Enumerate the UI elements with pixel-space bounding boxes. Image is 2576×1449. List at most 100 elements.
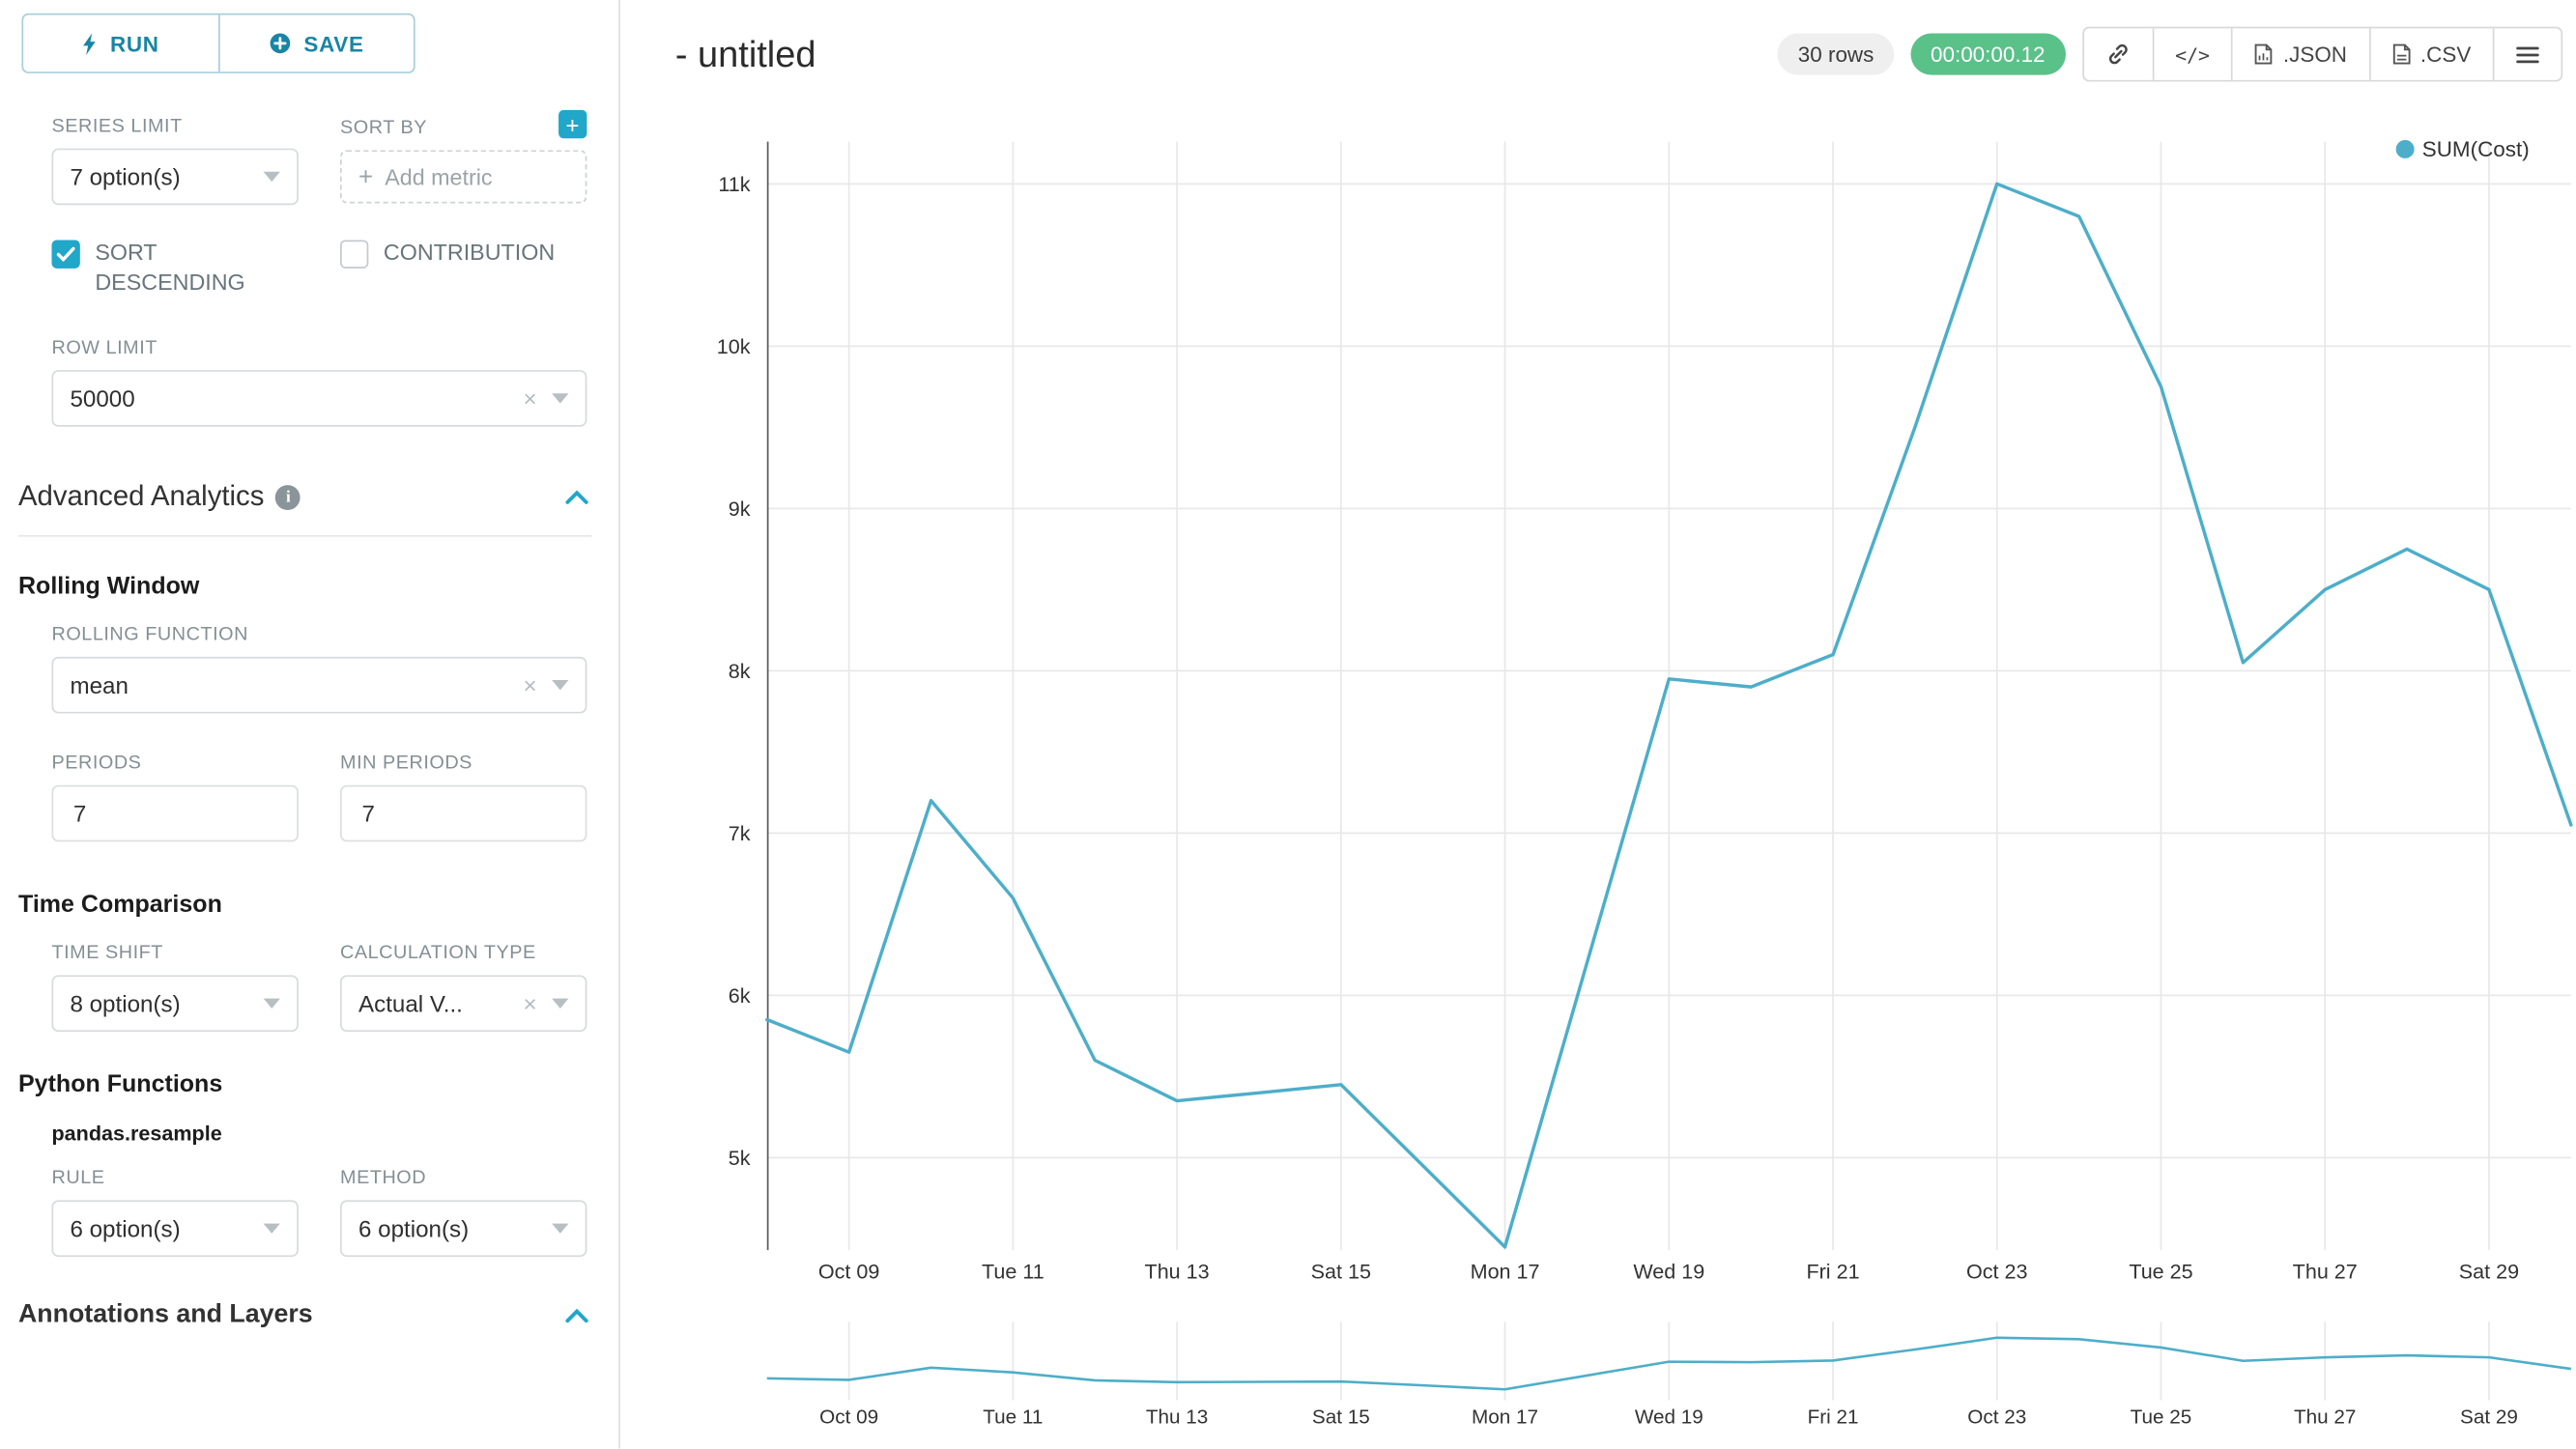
svg-text:Thu 13: Thu 13 [1146, 1406, 1208, 1429]
advanced-analytics-header[interactable]: Advanced Analytics i [17, 481, 592, 538]
sort-descending-checkbox[interactable]: SORT DESCENDING [51, 239, 298, 299]
svg-text:Mon 17: Mon 17 [1471, 1260, 1540, 1284]
periods-label: PERIODS [51, 753, 142, 775]
save-button[interactable]: SAVE [217, 14, 414, 72]
svg-text:Oct 23: Oct 23 [1966, 1260, 2027, 1284]
rule-value: 6 option(s) [70, 1215, 181, 1243]
svg-text:Sat 29: Sat 29 [2459, 1260, 2519, 1284]
svg-text:Sat 15: Sat 15 [1311, 1260, 1371, 1284]
clear-icon[interactable]: × [523, 385, 537, 412]
row-count-badge: 30 rows [1778, 33, 1895, 75]
chevron-down-icon [552, 1224, 569, 1235]
row-limit-value: 50000 [70, 385, 135, 412]
rule-select[interactable]: 6 option(s) [51, 1201, 299, 1258]
svg-text:Tue 25: Tue 25 [2129, 1260, 2192, 1284]
svg-text:Tue 11: Tue 11 [982, 1260, 1045, 1284]
calculation-type-value: Actual V... [358, 990, 463, 1018]
min-periods-input[interactable] [340, 785, 587, 843]
add-metric-dropzone[interactable]: + Add metric [340, 150, 587, 204]
python-functions-title: Python Functions [17, 1072, 223, 1099]
checkbox-checked-icon [51, 240, 80, 269]
chevron-down-icon [263, 171, 280, 183]
method-select[interactable]: 6 option(s) [340, 1201, 587, 1258]
chevron-down-icon [552, 393, 569, 405]
min-periods-label: MIN PERIODS [340, 753, 472, 775]
legend-dot [2395, 139, 2415, 158]
svg-text:Thu 13: Thu 13 [1145, 1260, 1210, 1284]
row-limit-select[interactable]: 50000 × [51, 370, 587, 428]
embed-code-button[interactable]: </> [2151, 28, 2231, 80]
lightning-icon [83, 32, 96, 55]
rolling-function-value: mean [70, 672, 129, 699]
info-icon: i [275, 485, 301, 510]
contribution-label: CONTRIBUTION [383, 240, 556, 266]
export-json-label: .JSON [2282, 42, 2348, 68]
method-label: METHOD [340, 1169, 427, 1190]
plus-icon: + [358, 162, 374, 191]
svg-text:Fri 21: Fri 21 [1806, 1260, 1859, 1284]
annotations-layers-header[interactable]: Annotations and Layers [18, 1301, 592, 1331]
series-limit-label: SERIES LIMIT [51, 116, 183, 137]
sort-by-label: SORT BY [340, 117, 428, 138]
legend-item-sum-cost[interactable]: SUM(Cost) [2395, 136, 2530, 161]
chart-header: - untitled 30 rows 00:00:00.12 </> [620, 0, 2576, 82]
chevron-down-icon [263, 1224, 280, 1235]
svg-text:Fri 21: Fri 21 [1808, 1406, 1859, 1429]
svg-text:Thu 27: Thu 27 [2294, 1406, 2356, 1429]
csv-file-icon [2392, 43, 2410, 65]
time-shift-select[interactable]: 8 option(s) [51, 976, 299, 1033]
export-json-button[interactable]: .JSON [2231, 28, 2368, 80]
link-icon [2108, 43, 2127, 65]
pandas-resample-label: pandas.resample [51, 1122, 222, 1147]
svg-text:Wed 19: Wed 19 [1633, 1260, 1704, 1284]
periods-input[interactable] [51, 785, 299, 843]
export-csv-label: .CSV [2419, 42, 2472, 68]
svg-text:Oct 09: Oct 09 [819, 1406, 878, 1429]
legend-label: SUM(Cost) [2421, 136, 2530, 162]
calculation-type-label: CALCULATION TYPE [340, 944, 536, 965]
time-shift-label: TIME SHIFT [51, 944, 163, 965]
svg-text:Sat 15: Sat 15 [1312, 1406, 1370, 1429]
rolling-function-label: ROLLING FUNCTION [51, 625, 248, 646]
svg-text:6k: 6k [729, 983, 751, 1008]
time-series-line-chart: 5k 6k 7k 8k 9k 10k 11k Oct 09 Oct 09 Tue 11 Tue 11… [717, 141, 2573, 1429]
chevron-down-icon [552, 680, 569, 692]
svg-text:Thu 27: Thu 27 [2293, 1260, 2358, 1284]
json-file-icon [2255, 43, 2273, 65]
method-value: 6 option(s) [358, 1215, 470, 1243]
export-csv-button[interactable]: .CSV [2368, 28, 2492, 80]
clear-icon[interactable]: × [523, 672, 537, 699]
run-save-group: RUN SAVE [21, 13, 415, 73]
svg-text:Sat 29: Sat 29 [2460, 1406, 2518, 1429]
contribution-checkbox[interactable]: CONTRIBUTION [340, 239, 587, 269]
rolling-window-title: Rolling Window [17, 574, 200, 601]
hamburger-icon [2516, 45, 2539, 63]
svg-text:9k: 9k [729, 497, 751, 521]
svg-text:8k: 8k [729, 659, 751, 683]
rule-label: RULE [51, 1169, 105, 1190]
save-button-label: SAVE [303, 30, 364, 56]
menu-button[interactable] [2492, 28, 2562, 80]
plus-circle-icon [270, 33, 291, 54]
run-button-label: RUN [109, 30, 159, 56]
code-icon: </> [2175, 43, 2211, 67]
add-sort-button[interactable]: + [558, 109, 587, 139]
time-shift-value: 8 option(s) [70, 990, 181, 1018]
rolling-function-select[interactable]: mean × [51, 657, 587, 715]
svg-text:Oct 23: Oct 23 [1967, 1406, 2026, 1429]
svg-text:Tue 25: Tue 25 [2131, 1406, 2192, 1429]
chevron-up-icon[interactable] [565, 1308, 588, 1323]
chart-panel: - untitled 30 rows 00:00:00.12 </> [619, 0, 2576, 1449]
series-limit-select[interactable]: 7 option(s) [51, 148, 299, 206]
clear-icon[interactable]: × [523, 990, 537, 1018]
calculation-type-select[interactable]: Actual V... × [340, 976, 587, 1033]
svg-text:11k: 11k [718, 172, 750, 196]
copy-link-button[interactable] [2083, 28, 2152, 79]
run-button[interactable]: RUN [23, 15, 217, 72]
svg-text:Mon 17: Mon 17 [1472, 1406, 1538, 1429]
page-title[interactable]: - untitled [674, 32, 816, 74]
control-panel: RUN SAVE SERIES LIMIT 7 option(s) SORT B… [0, 0, 620, 1449]
chevron-up-icon[interactable] [565, 490, 588, 505]
export-button-group: </> .JSON .CSV [2081, 26, 2563, 82]
